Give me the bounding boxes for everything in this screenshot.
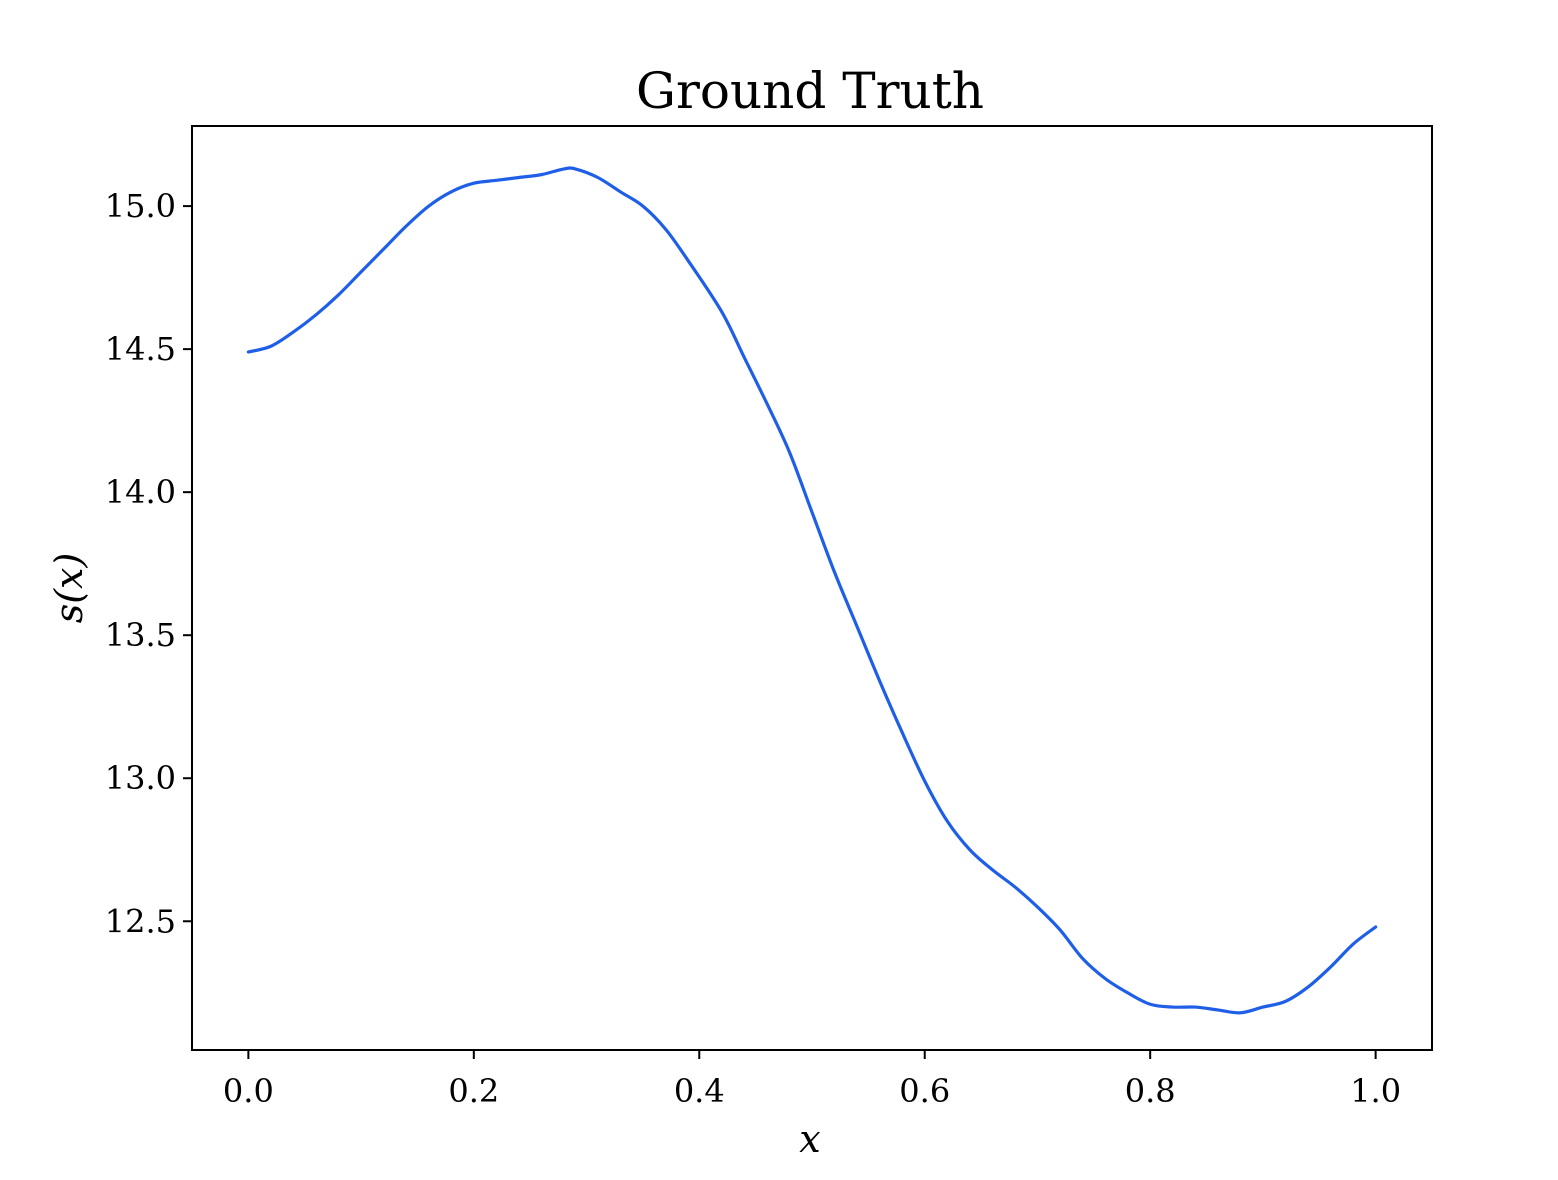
y-tick-label: 14.0 bbox=[105, 473, 176, 511]
x-tick-label: 0.0 bbox=[223, 1072, 274, 1110]
plot-frame bbox=[191, 125, 1433, 1051]
y-axis-label: s(x) bbox=[47, 553, 91, 624]
x-tick-label: 0.2 bbox=[448, 1072, 499, 1110]
x-axis-label: x bbox=[799, 1117, 820, 1161]
y-tick-label: 15.0 bbox=[105, 187, 176, 225]
x-tick-label: 0.8 bbox=[1125, 1072, 1176, 1110]
x-axis: 0.0 0.2 0.4 0.6 0.8 1.0 bbox=[223, 1050, 1401, 1110]
x-tick-label: 0.4 bbox=[674, 1072, 725, 1110]
y-tick-label: 12.5 bbox=[105, 902, 176, 940]
x-tick-label: 0.6 bbox=[899, 1072, 950, 1110]
y-tick-label: 14.5 bbox=[105, 330, 176, 368]
x-tick-label: 1.0 bbox=[1350, 1072, 1401, 1110]
series-line bbox=[246, 166, 1378, 1015]
y-tick-label: 13.5 bbox=[105, 616, 176, 654]
chart-title: Ground Truth bbox=[636, 62, 984, 120]
y-tick-label: 13.0 bbox=[105, 759, 176, 797]
y-axis: 12.5 13.0 13.5 14.0 14.5 15.0 bbox=[105, 187, 192, 940]
